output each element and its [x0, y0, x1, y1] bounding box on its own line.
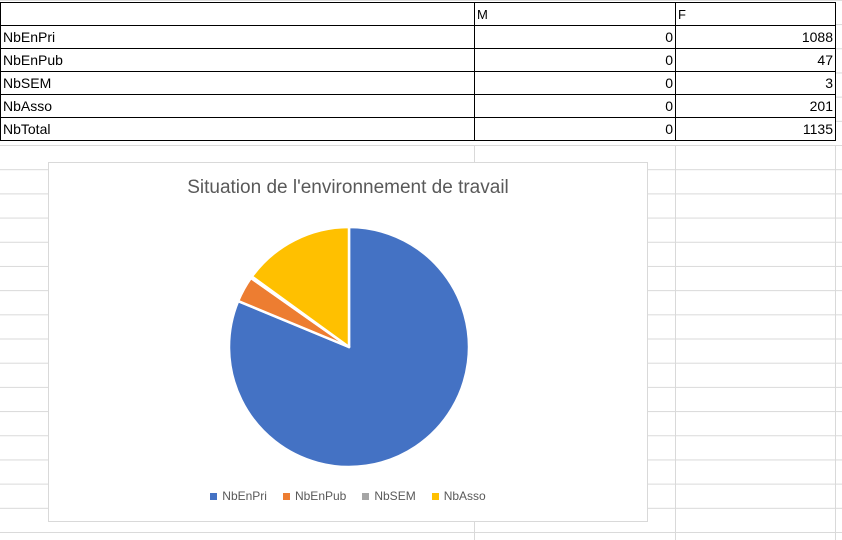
row-label-cell[interactable]: NbAsso: [0, 94, 475, 118]
table-row: NbAsso 0 201: [0, 94, 836, 118]
f-value-cell[interactable]: 1088: [675, 25, 836, 49]
table-row: NbSEM 0 3: [0, 71, 836, 95]
row-label-cell[interactable]: NbSEM: [0, 71, 475, 95]
legend-item-nbenpri[interactable]: NbEnPri: [210, 489, 267, 503]
pie-slice-nbasso[interactable]: [250, 225, 351, 349]
header-cell-label[interactable]: [0, 2, 475, 26]
m-value-cell[interactable]: 0: [474, 25, 676, 49]
data-table: M F NbEnPri 0 1088 NbEnPub 0 47 NbSEM 0 …: [0, 2, 836, 141]
chart-legend: NbEnPri NbEnPub NbSEM NbAsso: [49, 489, 647, 503]
row-label-cell[interactable]: NbTotal: [0, 117, 475, 141]
table-row: NbEnPub 0 47: [0, 48, 836, 72]
legend-swatch: [362, 492, 370, 500]
legend-label: NbEnPri: [222, 489, 267, 503]
legend-item-nbsem[interactable]: NbSEM: [362, 489, 416, 503]
legend-item-nbenpub[interactable]: NbEnPub: [282, 489, 347, 503]
legend-swatch: [210, 492, 218, 500]
header-row: M F: [0, 2, 836, 26]
header-cell-f[interactable]: F: [675, 2, 836, 26]
m-value-cell[interactable]: 0: [474, 71, 676, 95]
legend-label: NbEnPub: [294, 489, 347, 503]
row-label-cell[interactable]: NbEnPri: [0, 25, 475, 49]
pie-chart[interactable]: Situation de l'environnement de travail …: [48, 162, 648, 522]
legend-swatch: [431, 492, 439, 500]
table-row: NbTotal 0 1135: [0, 117, 836, 141]
legend-swatch: [282, 492, 290, 500]
grid-column-line: [835, 146, 836, 540]
legend-label: NbSEM: [374, 489, 416, 503]
m-value-cell[interactable]: 0: [474, 94, 676, 118]
row-label-cell[interactable]: NbEnPub: [0, 48, 475, 72]
m-value-cell[interactable]: 0: [474, 117, 676, 141]
m-value-cell[interactable]: 0: [474, 48, 676, 72]
f-value-cell[interactable]: 1135: [675, 117, 836, 141]
header-cell-m[interactable]: M: [474, 2, 676, 26]
legend-label: NbAsso: [443, 489, 486, 503]
f-value-cell[interactable]: 3: [675, 71, 836, 95]
pie-plot-area: [227, 225, 471, 469]
grid-column-line: [675, 146, 676, 540]
f-value-cell[interactable]: 201: [675, 94, 836, 118]
table-row: NbEnPri 0 1088: [0, 25, 836, 49]
f-value-cell[interactable]: 47: [675, 48, 836, 72]
legend-item-nbasso[interactable]: NbAsso: [431, 489, 486, 503]
chart-title: Situation de l'environnement de travail: [187, 177, 509, 198]
